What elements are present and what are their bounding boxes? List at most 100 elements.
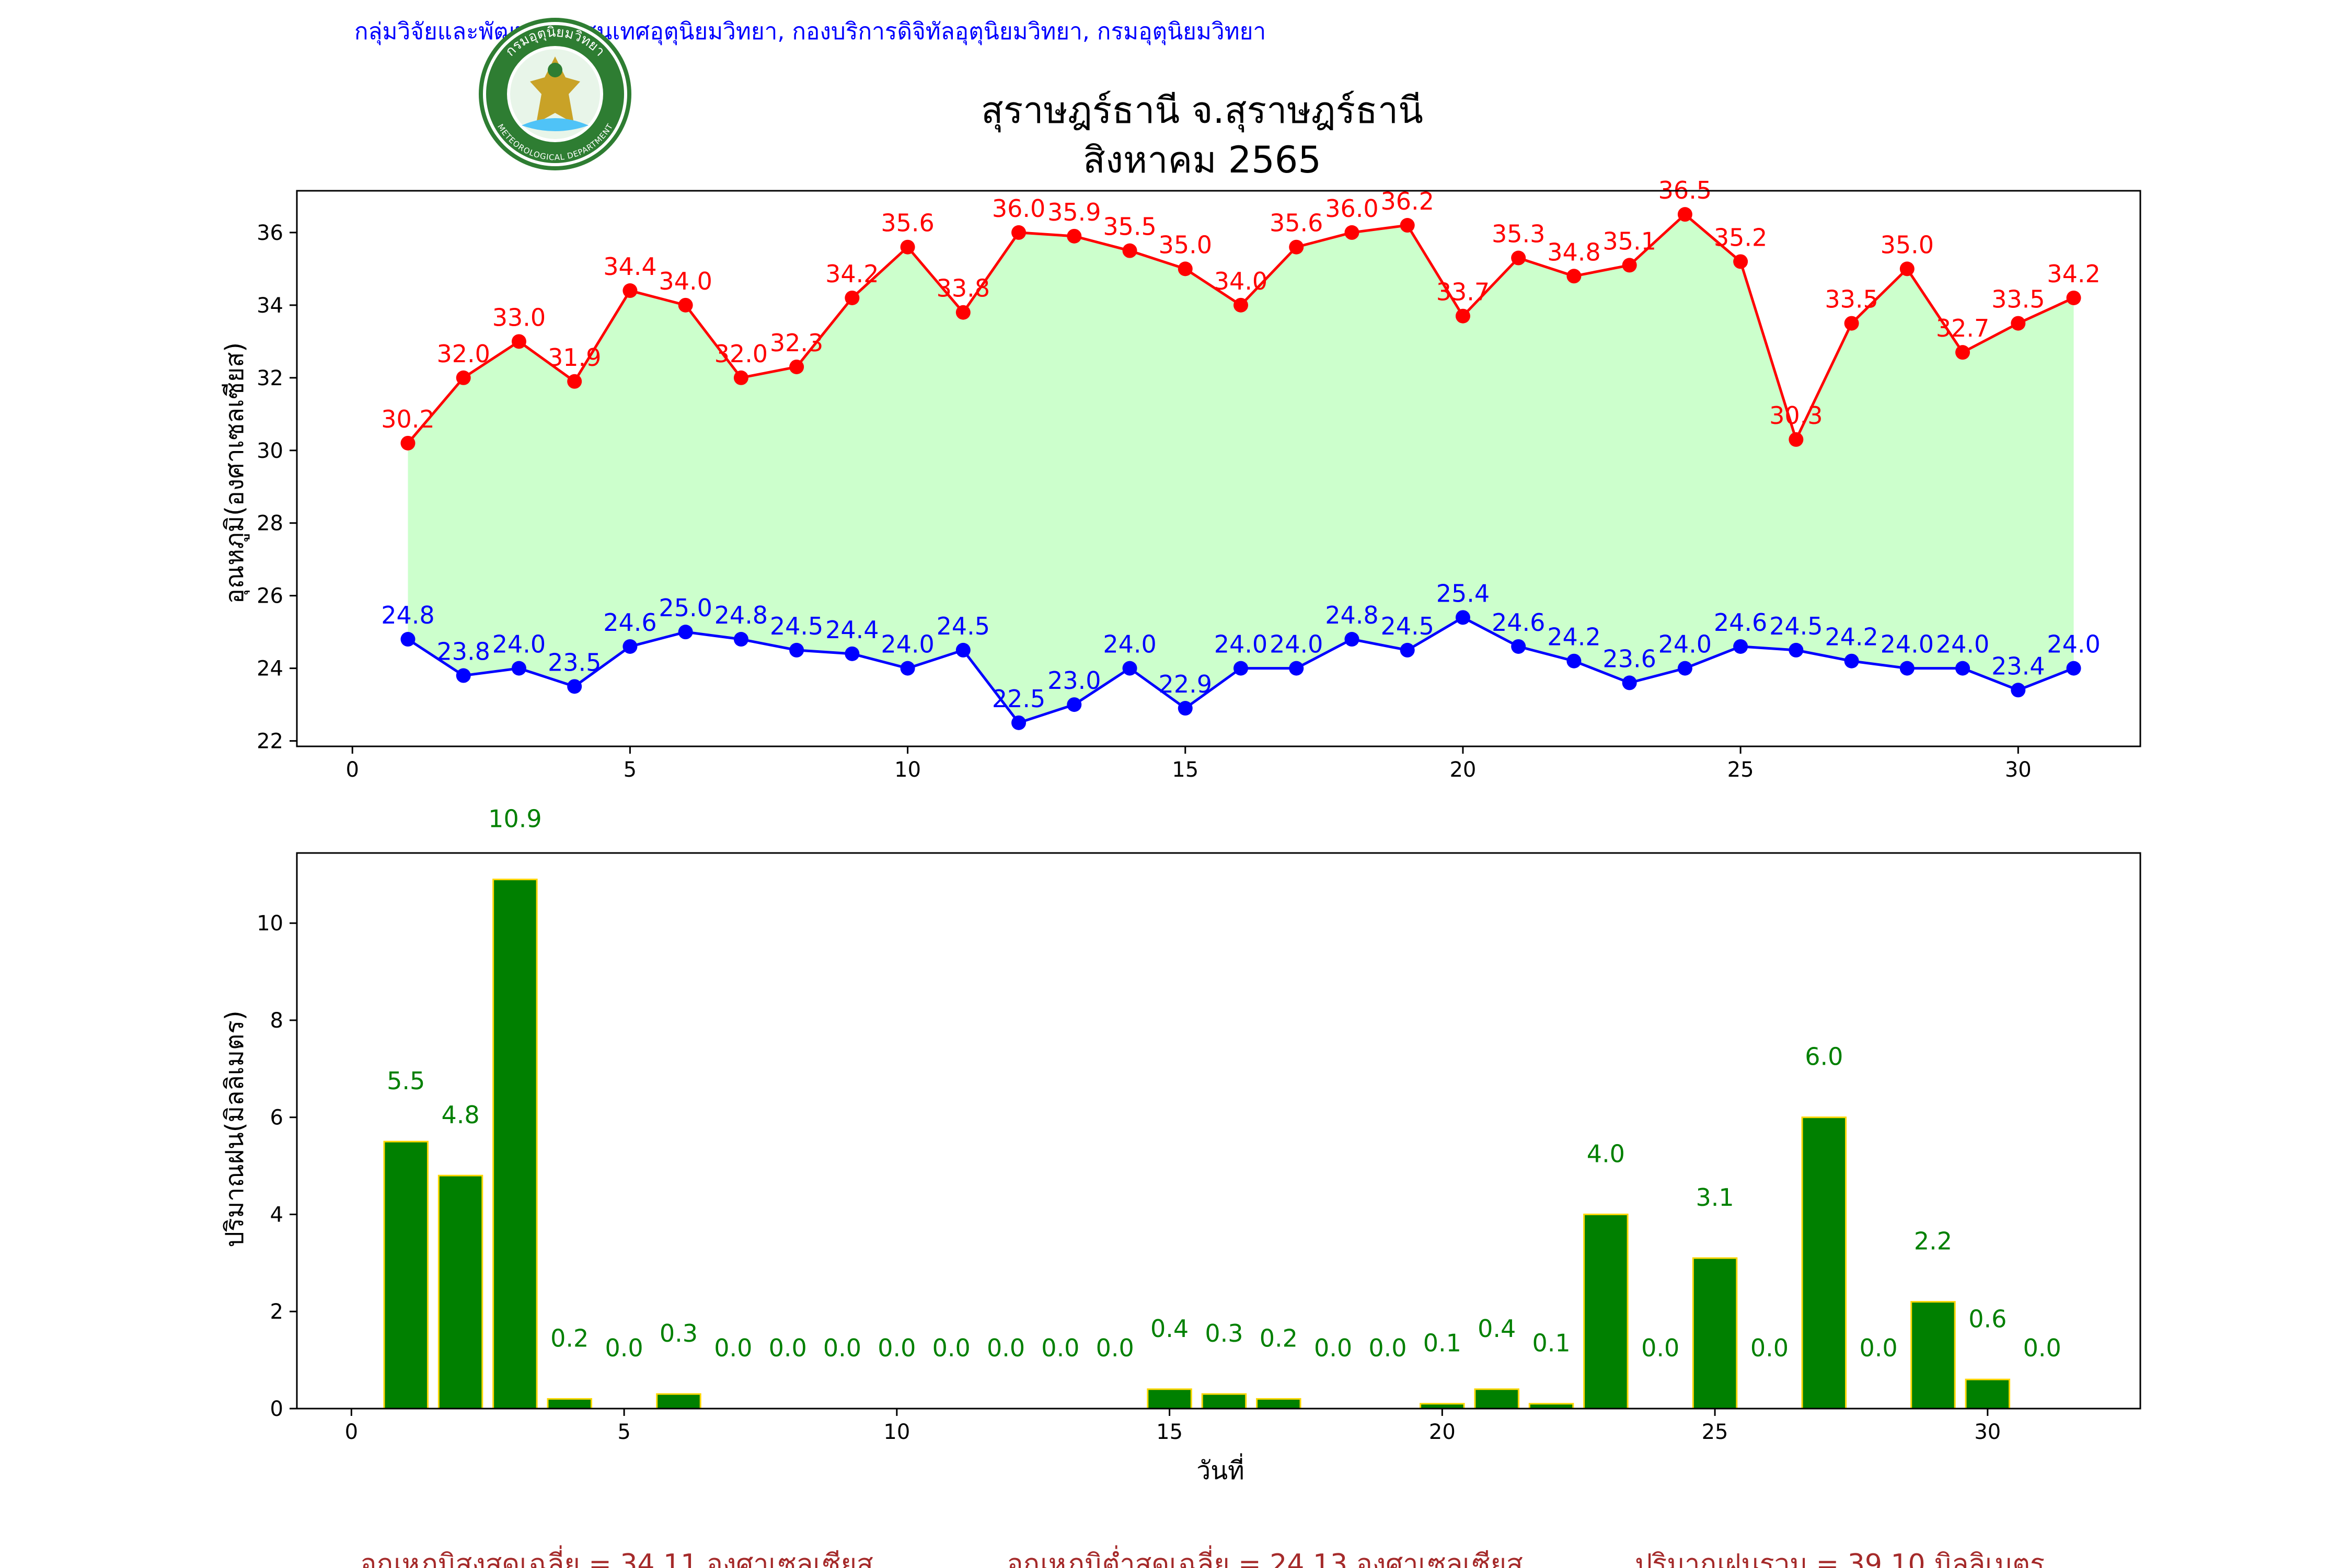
rain-bar bbox=[1910, 1301, 1956, 1410]
min-temp-data-label: 24.0 bbox=[492, 630, 546, 659]
temperature-plot-frame bbox=[296, 190, 2141, 747]
min-temp-point bbox=[789, 642, 804, 658]
max-temp-data-label: 32.0 bbox=[714, 340, 768, 368]
rain-bar bbox=[1583, 1213, 1629, 1410]
min-temp-point bbox=[1455, 610, 1470, 625]
min-temp-point bbox=[845, 646, 860, 661]
rain-data-label: 0.0 bbox=[1041, 1334, 1079, 1362]
min-temp-point bbox=[456, 668, 471, 683]
max-temp-data-label: 31.9 bbox=[548, 343, 601, 372]
rain-data-label: 0.0 bbox=[769, 1334, 807, 1362]
min-temp-data-label: 22.9 bbox=[1159, 670, 1212, 698]
rain-data-label: 0.4 bbox=[1478, 1315, 1516, 1343]
max-temp-data-label: 33.8 bbox=[937, 274, 990, 303]
max-temp-data-label: 35.0 bbox=[1881, 230, 1934, 259]
temp-x-tick-label: 5 bbox=[624, 758, 637, 782]
min-temp-point bbox=[900, 661, 915, 676]
rainfall-plot-frame bbox=[296, 852, 2141, 1410]
max-temp-point bbox=[1955, 345, 1970, 360]
min-temp-data-label: 22.5 bbox=[992, 685, 1045, 713]
rain-bar bbox=[1801, 1116, 1847, 1410]
rain-data-label: 0.2 bbox=[1260, 1324, 1298, 1352]
meteorological-department-logo: กรมอุตุนิยมวิทยา METEOROLOGICAL DEPARTME… bbox=[479, 18, 631, 170]
rain-data-label: 0.0 bbox=[714, 1334, 752, 1362]
max-temp-point bbox=[1233, 297, 1248, 313]
rain-bar bbox=[1201, 1393, 1247, 1410]
max-temp-data-label: 35.9 bbox=[1047, 198, 1101, 226]
min-temp-data-label: 24.5 bbox=[770, 612, 823, 640]
temp-y-tick-label: 28 bbox=[257, 512, 283, 536]
max-temp-point bbox=[2011, 316, 2026, 331]
rain-data-label: 0.0 bbox=[987, 1334, 1025, 1362]
max-temp-data-label: 35.3 bbox=[1492, 220, 1545, 248]
temp-y-tick-label: 34 bbox=[257, 294, 283, 318]
temp-x-tick-label: 30 bbox=[2005, 758, 2032, 782]
temp-x-tick-label: 0 bbox=[346, 758, 359, 782]
chart-title-month: สิงหาคม 2565 bbox=[1083, 139, 1321, 181]
min-temp-point bbox=[400, 632, 416, 647]
max-temp-data-label: 32.3 bbox=[770, 329, 823, 357]
max-temp-data-label: 35.2 bbox=[1714, 223, 1767, 251]
min-temp-data-label: 24.8 bbox=[1325, 601, 1378, 629]
chart-title-location: สุราษฎร์ธานี จ.สุราษฎร์ธานี bbox=[981, 89, 1423, 133]
min-temp-data-label: 24.8 bbox=[381, 601, 434, 629]
max-temp-point bbox=[1899, 261, 1915, 276]
max-temp-point bbox=[1566, 269, 1582, 284]
max-temp-data-label: 30.2 bbox=[381, 405, 434, 433]
rain-bar bbox=[1256, 1398, 1301, 1410]
min-temp-data-label: 24.6 bbox=[603, 608, 656, 637]
rain-y-tick-label: 8 bbox=[270, 1009, 283, 1033]
min-temp-data-label: 24.2 bbox=[1547, 623, 1600, 651]
min-temp-data-label: 24.0 bbox=[881, 630, 934, 659]
max-temp-data-label: 34.2 bbox=[2047, 260, 2100, 288]
rain-x-tick-label: 30 bbox=[1974, 1420, 2001, 1444]
max-temp-data-label: 36.2 bbox=[1380, 187, 1434, 215]
max-temp-data-label: 36.0 bbox=[992, 194, 1045, 223]
max-temp-data-label: 33.0 bbox=[492, 303, 546, 331]
rain-data-label: 2.2 bbox=[1914, 1227, 1952, 1255]
max-temp-data-label: 32.7 bbox=[1936, 314, 1989, 342]
min-temp-point bbox=[2066, 661, 2081, 676]
max-temp-point bbox=[845, 290, 860, 305]
rain-data-label: 0.0 bbox=[1368, 1334, 1406, 1362]
min-temp-data-label: 24.5 bbox=[1380, 612, 1434, 640]
max-temp-data-label: 33.5 bbox=[1991, 285, 2045, 314]
min-temp-point bbox=[1733, 639, 1748, 654]
min-temp-data-label: 24.0 bbox=[1881, 630, 1934, 659]
rain-bar bbox=[437, 1174, 483, 1410]
max-temp-point bbox=[678, 297, 693, 313]
min-temp-point bbox=[567, 679, 582, 694]
rain-y-tick-label: 4 bbox=[270, 1203, 283, 1227]
rain-data-label: 0.1 bbox=[1423, 1329, 1461, 1357]
temp-y-tick-label: 36 bbox=[257, 221, 283, 245]
temp-y-tick-label: 32 bbox=[257, 366, 283, 390]
min-temp-data-label: 24.5 bbox=[1769, 612, 1823, 640]
temp-x-tick-label: 15 bbox=[1172, 758, 1198, 782]
max-temp-data-label: 32.0 bbox=[436, 340, 490, 368]
rain-data-label: 0.0 bbox=[605, 1334, 643, 1362]
max-temp-point bbox=[1789, 432, 1804, 447]
rain-data-label: 0.0 bbox=[1750, 1334, 1789, 1362]
rain-data-label: 0.1 bbox=[1532, 1329, 1570, 1357]
min-temp-data-label: 25.0 bbox=[659, 594, 712, 622]
min-temp-point bbox=[1677, 661, 1692, 676]
rain-data-label: 0.2 bbox=[550, 1324, 589, 1352]
rain-data-label: 0.0 bbox=[823, 1334, 861, 1362]
max-temp-data-label: 34.8 bbox=[1547, 238, 1600, 266]
summary-max-avg: อุณหภูมิสูงสุดเฉลี่ย = 34.11 องศาเซลเซีย… bbox=[360, 1545, 873, 1568]
min-temp-data-label: 23.0 bbox=[1047, 666, 1101, 695]
min-temp-data-label: 24.0 bbox=[1270, 630, 1323, 659]
max-temp-point bbox=[2066, 290, 2081, 305]
min-temp-point bbox=[1844, 653, 1859, 668]
min-temp-point bbox=[1067, 697, 1082, 712]
min-temp-point bbox=[1178, 701, 1193, 716]
min-temp-data-label: 24.0 bbox=[1214, 630, 1267, 659]
temp-y-tick-label: 22 bbox=[257, 730, 283, 754]
min-temp-data-label: 23.8 bbox=[436, 638, 490, 666]
min-temp-point bbox=[1566, 653, 1582, 668]
rain-data-label: 0.3 bbox=[1205, 1319, 1243, 1347]
rain-data-label: 0.3 bbox=[660, 1319, 698, 1347]
rain-data-label: 0.0 bbox=[1096, 1334, 1134, 1362]
max-temp-point bbox=[900, 239, 915, 255]
max-temp-point bbox=[1178, 261, 1193, 276]
